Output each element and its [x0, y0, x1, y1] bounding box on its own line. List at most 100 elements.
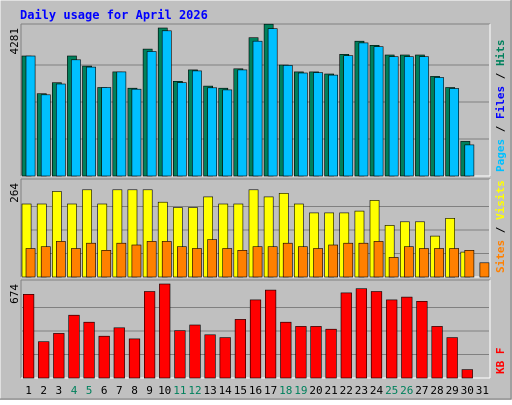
legend-entry-hits-2: Files [494, 86, 507, 119]
bar-visits-sites-30 [464, 250, 475, 278]
bar-kbf-kb-f-3 [53, 333, 65, 379]
bar-visits-sites-18 [282, 242, 293, 278]
bar-visits-sites-3 [55, 241, 66, 278]
bar-visits-sites-12 [192, 248, 202, 278]
bar-hits-files-14 [222, 89, 233, 177]
x-tick-label-16: 16 [249, 384, 262, 397]
bar-hits-files-22 [343, 55, 354, 177]
bar-visits-sites-15 [237, 250, 248, 278]
legend-entry-kbf-0: KB F [494, 348, 507, 375]
x-tick-label-29: 29 [446, 384, 459, 397]
bar-visits-sites-28 [434, 248, 444, 278]
bar-hits-files-13 [207, 87, 218, 177]
x-tick-label-27: 27 [415, 384, 428, 397]
bar-hits-files-30 [464, 144, 475, 177]
bar-visits-sites-27 [419, 248, 429, 278]
x-tick-label-26: 26 [400, 384, 413, 397]
legend-entry-visits-2: Visits [494, 180, 507, 220]
x-tick-label-9: 9 [146, 384, 153, 397]
bar-hits-files-28 [434, 77, 444, 177]
panel-hits: 4281 Pages / Files / Hits [8, 23, 507, 177]
panels-layer: 4281 Pages / Files / Hits 264 Sites / Visit… [8, 23, 507, 379]
x-tick-label-4: 4 [71, 384, 78, 397]
x-tick-label-20: 20 [309, 384, 322, 397]
bar-kbf-kb-f-10 [159, 283, 171, 379]
bar-hits-files-19 [297, 72, 308, 177]
bar-kbf-kb-f-17 [264, 289, 277, 379]
bar-kbf-kb-f-4 [68, 314, 80, 379]
bar-hits-files-6 [101, 87, 112, 177]
panel-kbf-legend: KB F [494, 348, 507, 375]
bar-hits-files-3 [55, 83, 66, 177]
bar-visits-sites-19 [297, 246, 308, 278]
bar-kbf-kb-f-12 [189, 324, 201, 379]
bar-kbf-kb-f-14 [219, 337, 231, 379]
bar-visits-sites-20 [313, 248, 323, 278]
bar-hits-files-1 [25, 55, 36, 177]
bar-kbf-kb-f-5 [83, 321, 95, 379]
x-tick-label-12: 12 [188, 384, 201, 397]
bar-visits-sites-7 [116, 242, 127, 278]
bar-hits-files-10 [161, 30, 172, 177]
x-tick-label-8: 8 [131, 384, 138, 397]
bar-hits-files-16 [252, 40, 263, 177]
bar-kbf-kb-f-30 [461, 369, 473, 379]
bar-kbf-kb-f-2 [38, 341, 50, 379]
bar-kbf-kb-f-7 [113, 327, 125, 379]
bar-kbf-kb-f-19 [295, 326, 307, 379]
x-axis: 1 2 3 4 5 6 7 8 9 10 11 12 13 14 15 16 17 18 19 20 21 22 23 24 2… [25, 384, 489, 397]
x-tick-label-5: 5 [86, 384, 93, 397]
x-tick-label-13: 13 [203, 384, 216, 397]
bar-visits-sites-29 [449, 248, 460, 278]
bar-kbf-kb-f-29 [446, 337, 458, 379]
x-tick-label-6: 6 [101, 384, 108, 397]
bar-visits-sites-16 [252, 246, 263, 278]
bar-hits-files-12 [192, 70, 202, 177]
x-tick-label-11: 11 [173, 384, 186, 397]
bar-hits-files-4 [71, 59, 81, 177]
bar-visits-sites-5 [86, 242, 96, 278]
bar-kbf-kb-f-25 [386, 299, 398, 379]
bar-kbf-kb-f-1 [22, 293, 35, 379]
x-tick-label-25: 25 [385, 384, 398, 397]
x-tick-label-3: 3 [55, 384, 62, 397]
bar-hits-files-21 [328, 74, 339, 177]
bar-kbf-kb-f-13 [204, 334, 216, 379]
x-tick-label-15: 15 [234, 384, 247, 397]
panel-hits-legend: Pages / Files / Hits [494, 40, 507, 173]
bar-kbf-kb-f-16 [249, 299, 262, 379]
x-tick-label-10: 10 [158, 384, 171, 397]
bar-visits-sites-6 [101, 250, 112, 278]
bar-hits-files-27 [419, 56, 429, 177]
x-tick-label-17: 17 [264, 384, 277, 397]
x-tick-label-18: 18 [279, 384, 292, 397]
x-tick-label-30: 30 [461, 384, 474, 397]
bar-kbf-kb-f-21 [325, 328, 337, 379]
bar-visits-sites-24 [373, 241, 384, 278]
x-tick-label-21: 21 [324, 384, 337, 397]
bar-kbf-kb-f-8 [128, 338, 141, 379]
bar-visits-sites-31 [479, 262, 490, 278]
bar-kbf-kb-f-28 [431, 326, 443, 379]
bar-kbf-kb-f-18 [280, 321, 292, 379]
bar-hits-files-2 [40, 94, 51, 177]
panel-visits: 264 Sites / Visits [8, 178, 507, 278]
bar-hits-files-24 [373, 46, 384, 177]
bar-hits-files-9 [146, 51, 157, 177]
bar-visits-sites-10 [161, 241, 172, 278]
bar-hits-files-25 [388, 56, 399, 177]
x-tick-label-14: 14 [219, 384, 233, 397]
bar-kbf-kb-f-20 [310, 326, 322, 379]
bar-hits-files-17 [267, 28, 278, 177]
legend-entry-visits-0: Sites [494, 240, 507, 273]
bar-visits-sites-8 [131, 244, 142, 278]
bar-hits-files-18 [282, 65, 293, 177]
bar-hits-files-15 [237, 69, 248, 177]
bar-visits-sites-25 [388, 257, 399, 278]
bar-visits-sites-14 [222, 248, 233, 278]
bar-kbf-kb-f-22 [340, 292, 352, 379]
bar-visits-sites-11 [177, 246, 187, 278]
bar-kbf-kb-f-9 [144, 291, 156, 379]
x-tick-label-22: 22 [340, 384, 353, 397]
